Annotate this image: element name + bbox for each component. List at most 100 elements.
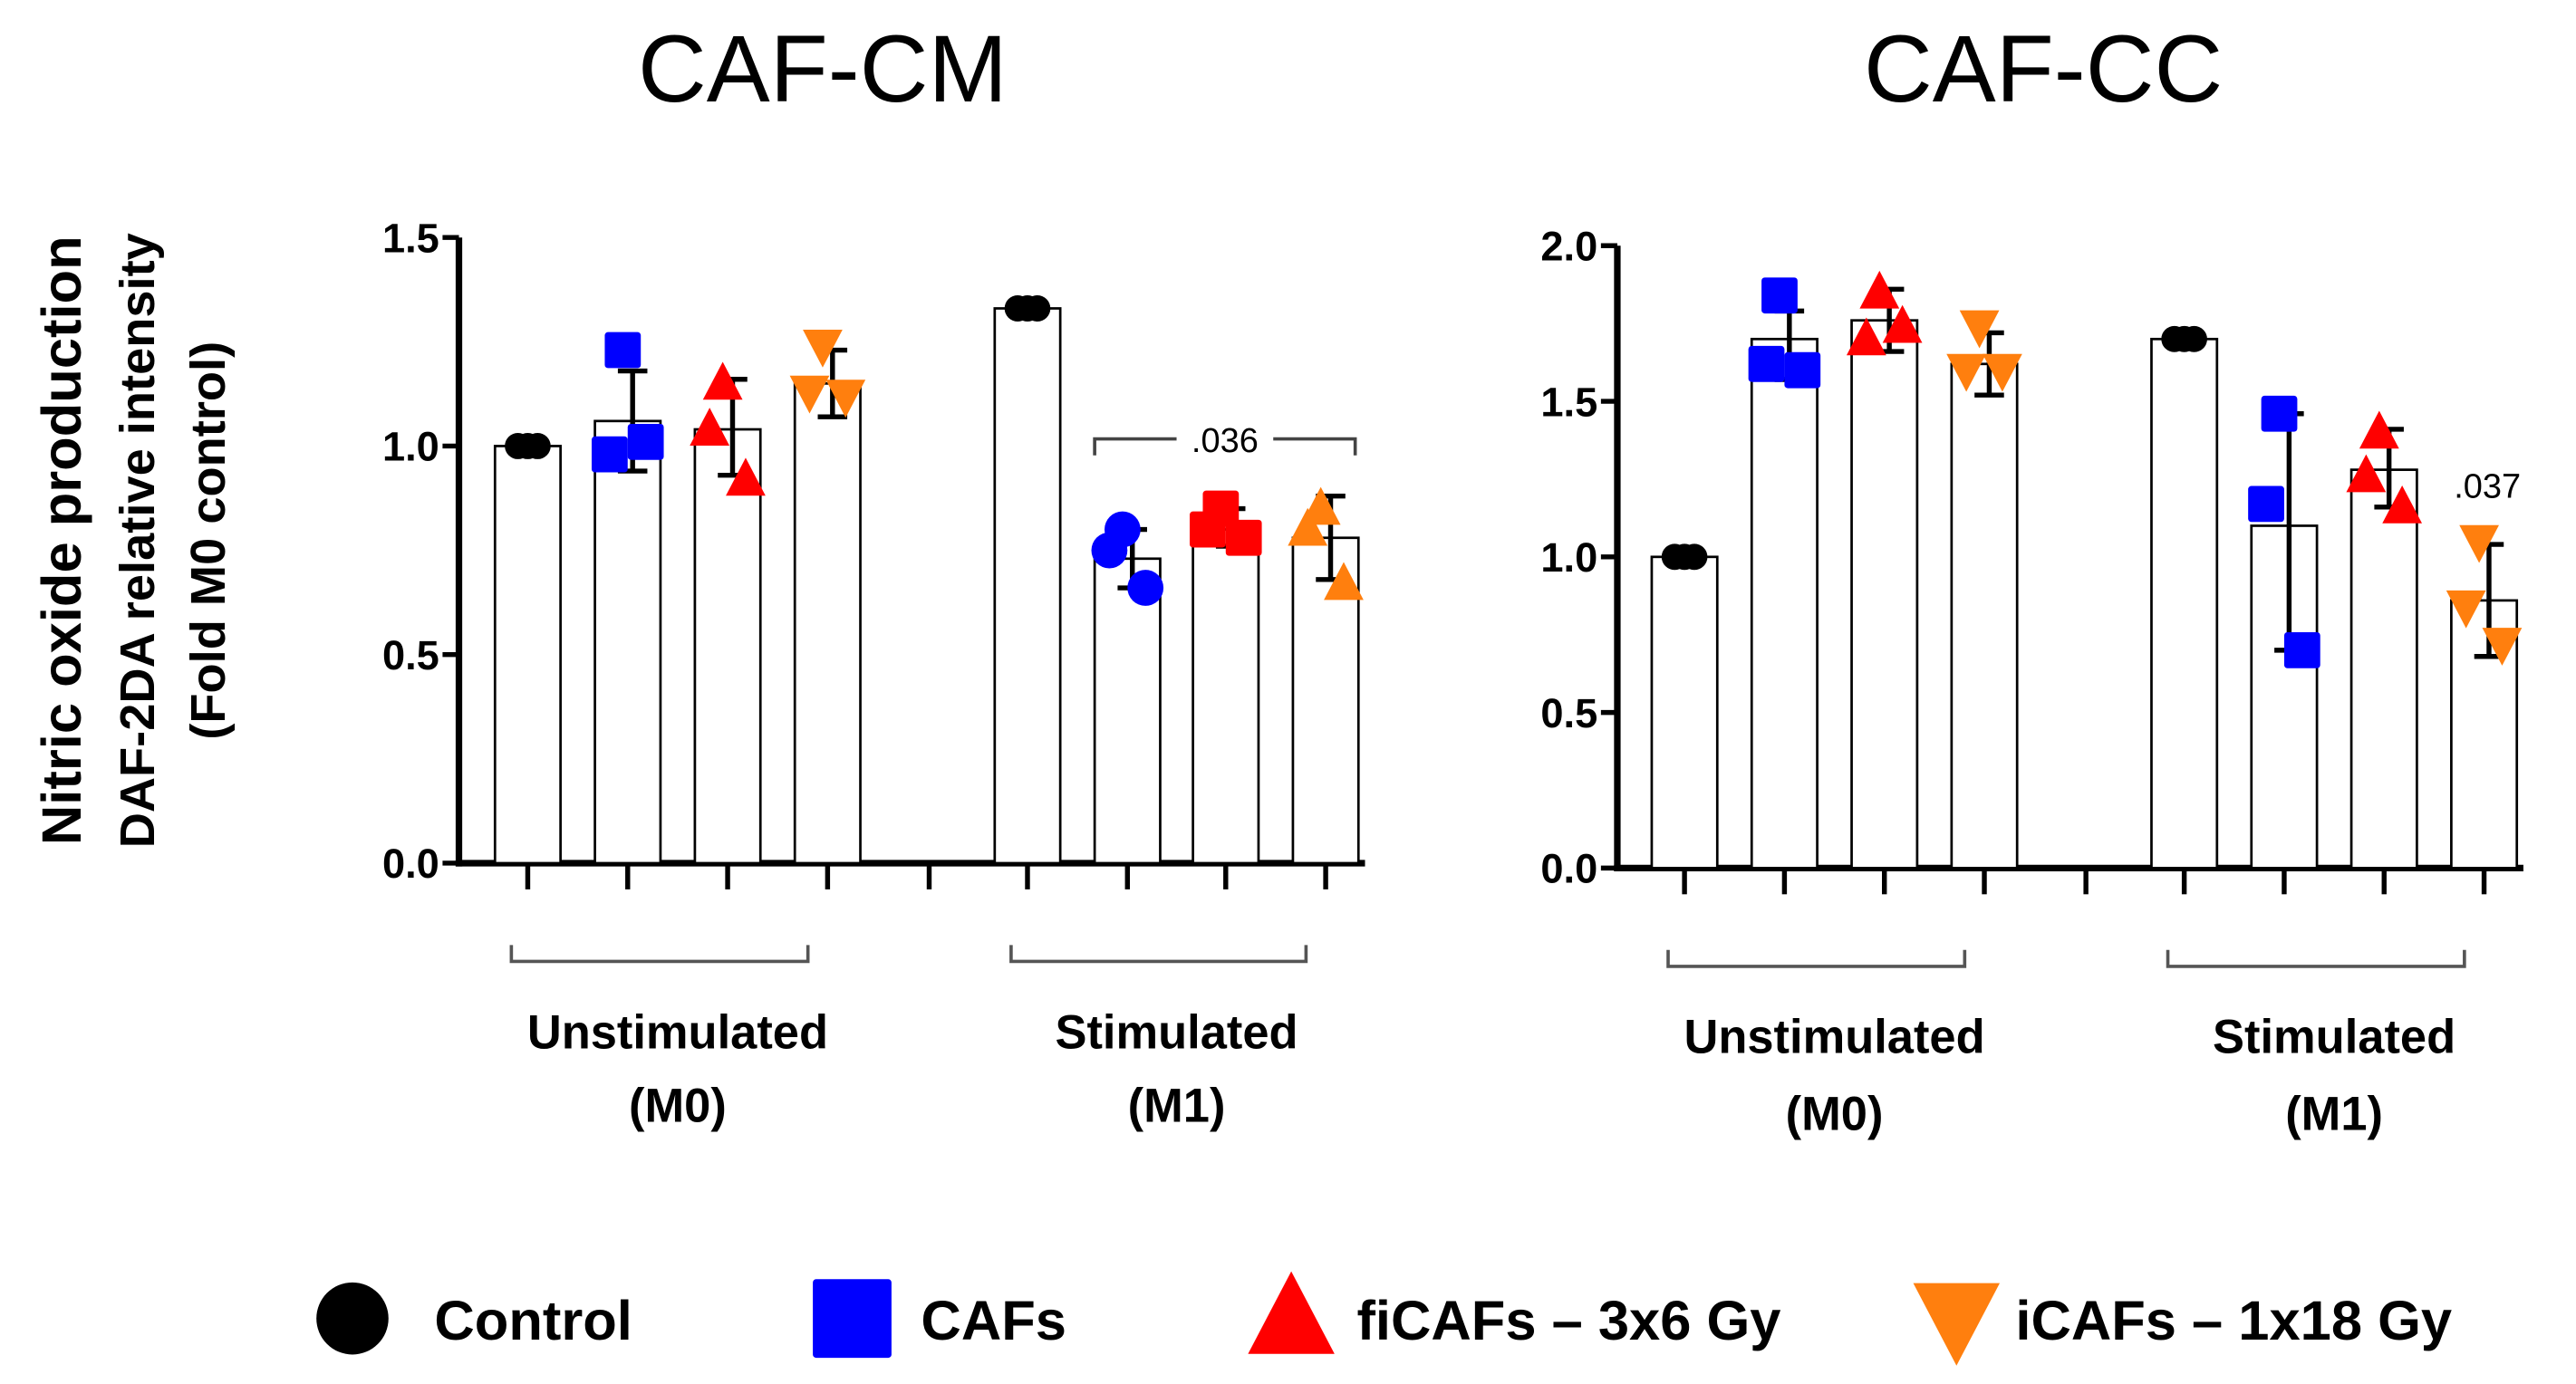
group-label: (M1) [2285, 1089, 2383, 1141]
bar-group-ficafs [690, 361, 766, 865]
bar-group-icafs [1288, 486, 1364, 865]
bar-group-ficafs [1190, 490, 1262, 865]
data-point [604, 332, 642, 369]
data-point [1091, 532, 1128, 569]
data-point [702, 361, 743, 400]
data-point [1127, 570, 1164, 606]
data-point [2382, 485, 2423, 524]
bar [2150, 337, 2219, 870]
data-point [2482, 628, 2523, 666]
square-marker-icon [813, 1279, 892, 1359]
data-point [825, 380, 866, 418]
bar [793, 382, 862, 865]
data-point [1859, 270, 1900, 309]
data-point [2359, 410, 2399, 449]
legend-label: Control [434, 1290, 632, 1352]
y-tick-label: 2.0 [1540, 224, 1597, 270]
legend-label: CAFs [921, 1290, 1066, 1352]
y-tick-label: 0.5 [1540, 690, 1597, 736]
bar [2349, 468, 2418, 870]
bar [493, 445, 562, 865]
data-point [1882, 304, 1923, 343]
bar [593, 419, 662, 865]
bar [693, 428, 762, 865]
data-point [1784, 351, 1821, 389]
chart-panel-caf-cc: CAF-CC 0.0 0.5 1.0 1.5 2.0 Unstimulated (M0) Sti… [1540, 16, 2523, 1141]
data-point [2346, 454, 2387, 493]
data-point [1846, 317, 1886, 356]
y-tick-label: 0.0 [382, 841, 439, 887]
group-label: Stimulated [2213, 1012, 2455, 1064]
bar [1950, 362, 2019, 870]
bar [1093, 557, 1162, 865]
chart-title: CAF-CM [638, 16, 1008, 122]
bar-group-icafs [2446, 524, 2523, 870]
data-point [1748, 345, 1785, 382]
data-point [2181, 325, 2207, 352]
triangleup-marker-icon [1248, 1271, 1335, 1354]
data-point [2459, 524, 2500, 563]
legend-item-icafs: iCAFs – 1x18 Gy [1913, 1283, 2452, 1366]
bar-group-ficafs [2346, 410, 2423, 870]
y-tick-label: 0.0 [1540, 846, 1597, 892]
data-point [2446, 590, 2486, 629]
bar-group-control [993, 295, 1062, 865]
bar-group-control [493, 432, 562, 865]
data-point [1225, 519, 1262, 556]
legend-label: fiCAFs – 3x6 Gy [1356, 1290, 1780, 1352]
y-title-line-3: (Fold M0 control) [181, 341, 236, 740]
data-point [789, 375, 830, 414]
y-tick-label: 1.0 [1540, 534, 1597, 581]
bar-group-cafs [591, 332, 664, 865]
significance-bracket [1093, 437, 1357, 456]
legend: Control CAFs fiCAFs – 3x6 Gy iCAFs – 1x18 G… [316, 1271, 2452, 1366]
chart-title: CAF-CC [1864, 16, 2223, 122]
group-label: (M1) [1128, 1081, 1226, 1133]
triangledown-marker-icon [1913, 1283, 2001, 1366]
data-point [1288, 507, 1328, 546]
group-bracket [509, 945, 810, 964]
data-point [1983, 353, 2022, 392]
y-tick-label: 0.5 [382, 632, 439, 678]
group-label: (M0) [629, 1081, 727, 1133]
group-label: Unstimulated [527, 1006, 828, 1059]
group-bracket [2166, 949, 2466, 968]
data-point [726, 457, 766, 496]
data-point [2261, 395, 2298, 432]
data-point [1946, 353, 1987, 392]
data-point [1324, 562, 1364, 601]
data-point [591, 436, 628, 473]
y-title-line-1: Nitric oxide production [31, 235, 93, 845]
bar-group-icafs [1946, 310, 2022, 870]
data-point [2283, 631, 2320, 668]
chart-panel-caf-cm: CAF-CM 0.0 0.5 1.0 1.5 Unstimulated (M0) Stimul… [382, 16, 1365, 1133]
data-point [2248, 485, 2284, 523]
bar [1750, 337, 1819, 870]
data-point [690, 408, 730, 446]
group-bracket [1666, 949, 1967, 968]
legend-item-control: Control [316, 1282, 632, 1355]
bar-group-icafs [789, 330, 866, 865]
bar-group-ficafs [1846, 270, 1923, 870]
group-label: (M0) [1786, 1089, 1884, 1141]
data-point [1761, 277, 1798, 314]
legend-item-ficafs: fiCAFs – 3x6 Gy [1248, 1271, 1780, 1354]
y-tick-label: 1.5 [382, 215, 439, 261]
data-point [524, 432, 551, 459]
bar-group-control [1650, 543, 1719, 870]
bar [1650, 555, 1719, 870]
group-bracket [1009, 945, 1308, 964]
p-value-label: .037 [2454, 468, 2521, 506]
data-point [1959, 310, 2000, 349]
legend-item-cafs: CAFs [813, 1279, 1066, 1359]
data-point [803, 330, 843, 368]
p-value-label: .036 [1192, 422, 1259, 460]
legend-label: iCAFs – 1x18 Gy [2015, 1290, 2452, 1352]
group-label: Unstimulated [1684, 1012, 1984, 1064]
bar-group-cafs [1091, 511, 1164, 865]
bar-group-control [2150, 325, 2219, 870]
data-point [1024, 295, 1051, 322]
group-label: Stimulated [1056, 1006, 1298, 1059]
y-axis-title: Nitric oxide production DAF-2DA relative… [31, 233, 236, 848]
